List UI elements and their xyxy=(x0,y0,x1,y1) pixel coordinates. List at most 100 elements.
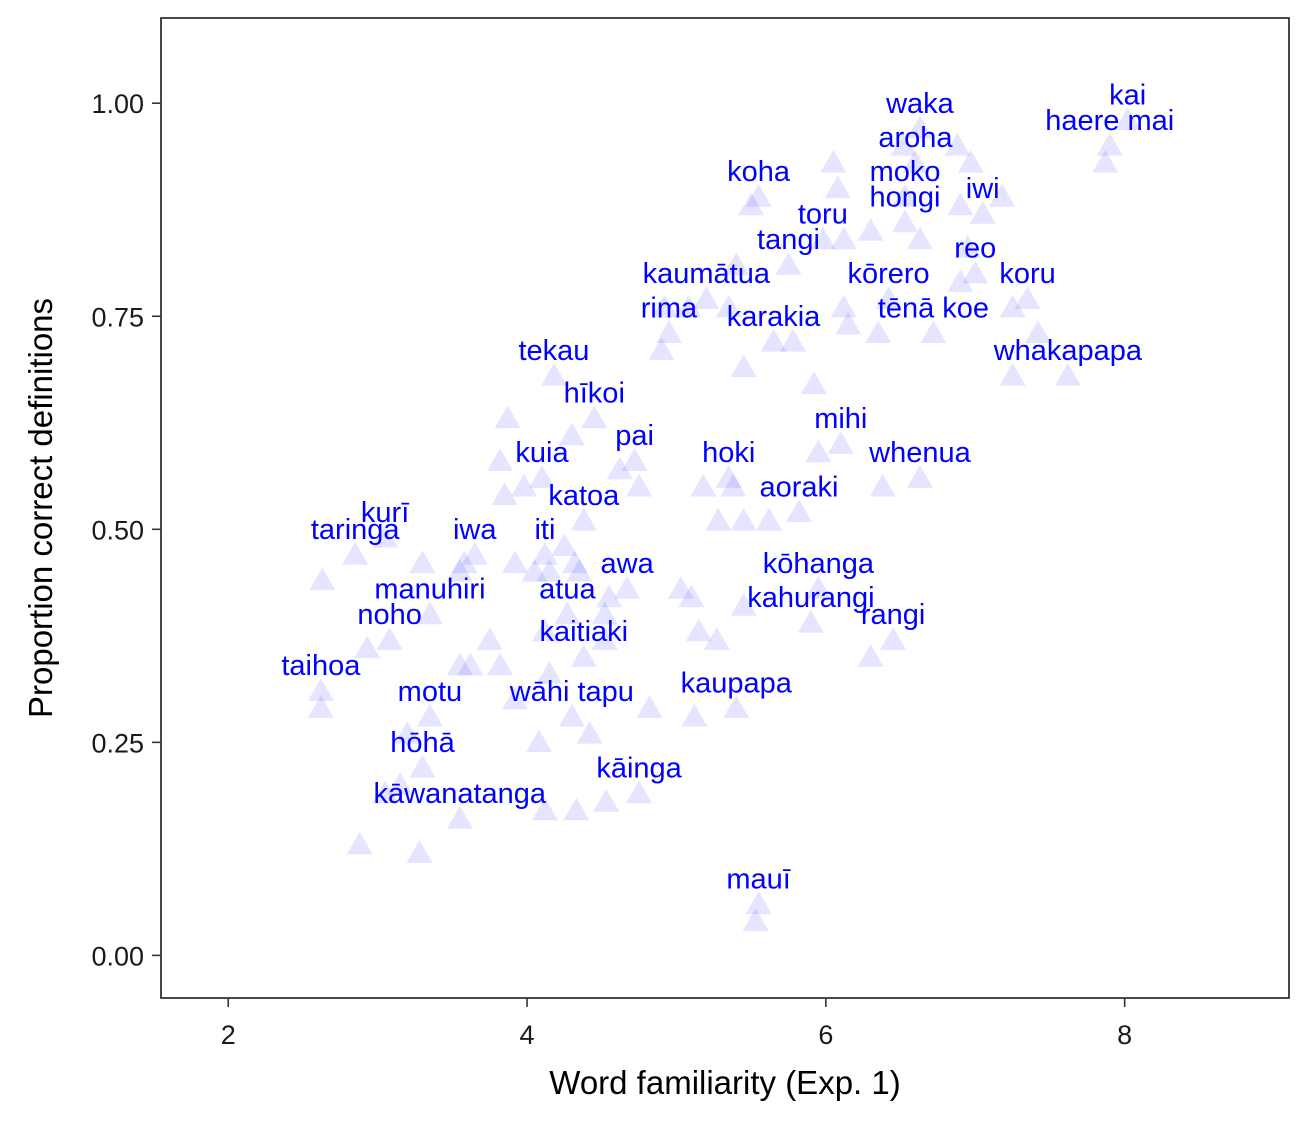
y-axis-title: Proportion correct definitions xyxy=(22,298,59,718)
point-label: waka xyxy=(885,88,955,120)
data-point xyxy=(591,601,618,625)
data-point xyxy=(487,448,514,471)
data-point xyxy=(1092,149,1119,173)
data-point xyxy=(525,729,552,753)
data-point xyxy=(494,405,521,429)
data-point-kai xyxy=(1114,107,1141,131)
point-label: kaitiaki xyxy=(539,616,628,648)
data-point-tēnā-koe xyxy=(920,320,947,344)
data-point-rangi xyxy=(880,627,907,650)
data-point xyxy=(648,337,675,361)
data-point xyxy=(742,908,769,932)
data-point xyxy=(685,618,712,642)
data-point xyxy=(857,644,884,667)
data-point xyxy=(476,627,503,650)
point-label: hoki xyxy=(702,437,755,469)
data-point xyxy=(703,627,730,650)
point-label: haere mai xyxy=(1045,105,1174,137)
data-point-kaumātua xyxy=(693,286,720,309)
point-label: tēnā koe xyxy=(878,292,989,324)
y-tick-label: 1.00 xyxy=(91,89,144,119)
data-point-atua xyxy=(554,601,581,625)
point-label: aroha xyxy=(878,122,953,154)
data-point-motu xyxy=(416,703,443,727)
data-point xyxy=(551,533,578,557)
point-label: katoa xyxy=(548,480,620,512)
point-label: toru xyxy=(798,199,848,231)
data-point-aroha xyxy=(902,149,929,173)
x-axis: 2 4 6 8 xyxy=(221,998,1132,1050)
data-point xyxy=(502,686,529,710)
data-point xyxy=(820,149,847,173)
data-point xyxy=(865,320,892,344)
data-point xyxy=(576,720,603,744)
point-label: koha xyxy=(727,156,791,188)
point-label: tangi xyxy=(757,224,820,256)
data-point xyxy=(957,149,984,173)
data-point-whakapapa xyxy=(1054,362,1081,386)
data-point xyxy=(346,831,373,855)
data-point xyxy=(372,780,399,804)
point-label: kāwanatanga xyxy=(374,778,547,810)
data-point xyxy=(730,354,757,378)
data-point-koru xyxy=(1014,286,1041,309)
data-point-mauī xyxy=(745,891,772,915)
data-point xyxy=(869,473,896,497)
panel-border xyxy=(160,17,1290,999)
point-label: taringa xyxy=(311,514,401,546)
point-label: rima xyxy=(641,292,698,324)
data-point xyxy=(566,558,593,582)
point-label: kaupapa xyxy=(681,667,793,699)
panel-background xyxy=(161,18,1289,998)
data-point xyxy=(409,550,436,574)
data-point xyxy=(705,507,732,531)
point-label: kahurangi xyxy=(747,582,874,614)
data-point-kahurangi xyxy=(797,610,824,633)
data-point-toru xyxy=(809,226,836,250)
data-point-karakia xyxy=(760,328,787,352)
data-point-katoa xyxy=(570,507,597,531)
point-label: kāinga xyxy=(596,752,682,784)
data-point-kōhanga xyxy=(805,575,832,599)
data-point-rima xyxy=(655,320,682,344)
x-tick-label: 2 xyxy=(221,1020,236,1050)
point-label: whenua xyxy=(868,437,971,469)
data-point-haere-mai xyxy=(1096,132,1123,156)
data-point xyxy=(824,175,851,199)
data-point-whenua xyxy=(906,465,933,488)
data-point xyxy=(561,550,588,574)
data-point-iwa xyxy=(461,541,488,565)
point-label: atua xyxy=(539,574,596,606)
point-label: iti xyxy=(534,514,555,546)
data-point xyxy=(830,294,857,318)
point-label: mihi xyxy=(814,403,867,435)
point-label: moko xyxy=(870,156,941,188)
data-point-hōhā xyxy=(409,754,436,778)
point-label: tekau xyxy=(518,335,589,367)
data-point-kāinga xyxy=(626,780,653,804)
point-label: pai xyxy=(615,420,654,452)
point-label: iwa xyxy=(453,514,497,546)
data-point xyxy=(596,584,623,608)
data-point-kōrero xyxy=(875,286,902,309)
point-label: noho xyxy=(357,599,422,631)
data-point xyxy=(890,132,917,156)
data-point-manuhiri xyxy=(416,601,443,625)
data-point xyxy=(309,567,336,591)
y-tick-label: 0.00 xyxy=(91,941,144,971)
data-point-hoki xyxy=(715,465,742,488)
data-point-kaitiaki xyxy=(570,644,597,667)
data-point xyxy=(989,183,1016,207)
data-point xyxy=(511,473,538,497)
point-label: rangi xyxy=(861,599,926,631)
point-label: kōrero xyxy=(847,258,929,290)
x-axis-title: Word familiarity (Exp. 1) xyxy=(549,1064,900,1101)
data-point-hongi xyxy=(892,209,919,233)
point-label: kuia xyxy=(515,437,569,469)
data-point xyxy=(756,507,783,531)
point-label: karakia xyxy=(727,301,821,333)
data-point xyxy=(906,226,933,250)
data-point xyxy=(307,695,334,719)
data-point xyxy=(835,311,862,335)
